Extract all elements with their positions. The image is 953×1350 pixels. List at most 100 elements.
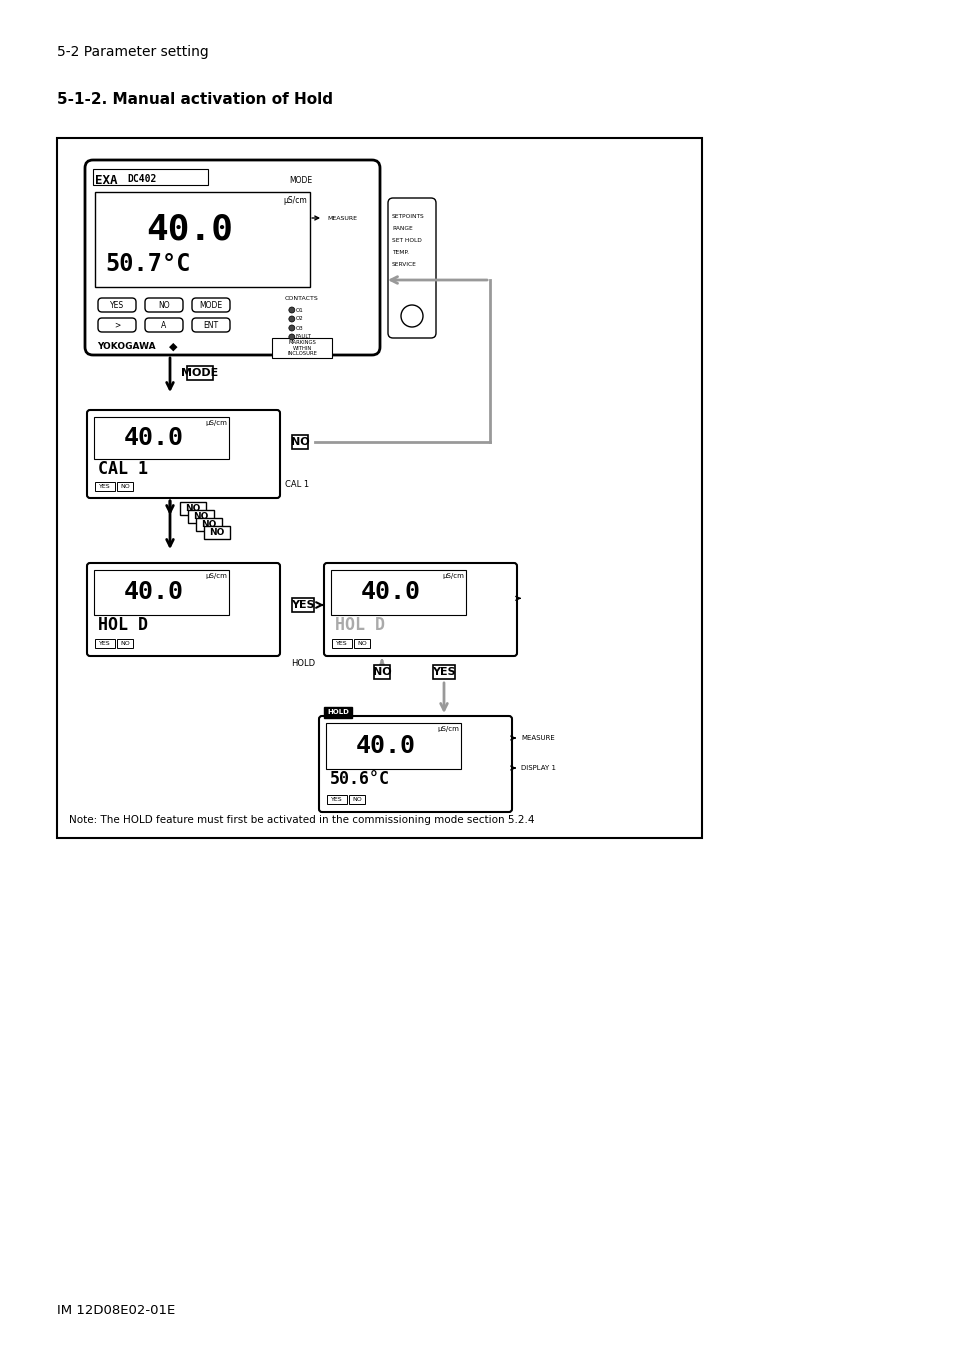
Text: HOLD: HOLD (291, 659, 314, 668)
Bar (292, 435, 308, 450)
Bar (204, 526, 230, 539)
Text: NO: NO (356, 641, 367, 647)
Text: μS/cm: μS/cm (205, 420, 227, 427)
Bar (94, 417, 229, 459)
Circle shape (400, 305, 422, 327)
Text: 40.0: 40.0 (123, 427, 183, 450)
Text: HOLD: HOLD (327, 710, 349, 716)
Text: MODE: MODE (199, 301, 222, 309)
Text: YES: YES (432, 667, 456, 676)
Bar (95, 639, 115, 648)
Bar (374, 664, 390, 679)
Text: SERVICE: SERVICE (392, 262, 416, 267)
Text: NO: NO (193, 512, 209, 521)
Text: Note: The HOLD feature must first be activated in the commissioning mode section: Note: The HOLD feature must first be act… (69, 815, 534, 825)
FancyBboxPatch shape (98, 298, 136, 312)
Text: HOL D: HOL D (335, 616, 385, 633)
Text: MEASURE: MEASURE (327, 216, 356, 220)
FancyBboxPatch shape (85, 161, 379, 355)
Bar (349, 795, 365, 805)
Text: >: > (113, 320, 120, 329)
Bar (57, 138, 701, 838)
Text: A: A (161, 320, 167, 329)
Bar (187, 366, 213, 381)
Bar (94, 570, 229, 614)
Text: O1: O1 (295, 308, 303, 312)
Text: ENT: ENT (203, 320, 218, 329)
Text: SET HOLD: SET HOLD (392, 238, 421, 243)
Text: O2: O2 (295, 316, 303, 321)
FancyBboxPatch shape (87, 563, 280, 656)
Text: NO: NO (201, 520, 216, 529)
Text: NO: NO (185, 504, 200, 513)
FancyBboxPatch shape (192, 298, 230, 312)
Text: YES: YES (335, 641, 348, 647)
Text: NO: NO (158, 301, 170, 309)
Circle shape (289, 333, 294, 340)
Text: NO: NO (120, 485, 130, 489)
Text: μS/cm: μS/cm (436, 726, 458, 732)
Text: DISPLAY 1: DISPLAY 1 (520, 765, 556, 771)
Bar (332, 639, 352, 648)
Text: MODE: MODE (181, 369, 218, 378)
Text: MEASURE: MEASURE (520, 734, 554, 741)
Bar (272, 338, 332, 358)
Text: YOKOGAWA: YOKOGAWA (97, 342, 155, 351)
Text: SETPOINTS: SETPOINTS (392, 215, 424, 219)
Text: μS/cm: μS/cm (205, 572, 227, 579)
Text: MODE: MODE (289, 176, 312, 185)
Text: DC402: DC402 (127, 174, 156, 184)
Text: 50.7°C: 50.7°C (105, 252, 191, 275)
Bar (324, 707, 352, 718)
Text: NO: NO (120, 641, 130, 647)
Text: 40.0: 40.0 (360, 580, 420, 605)
Text: 50.6°C: 50.6°C (330, 769, 390, 788)
Text: 5-1-2. Manual activation of Hold: 5-1-2. Manual activation of Hold (57, 93, 333, 108)
Bar (326, 724, 460, 769)
Text: 40.0: 40.0 (123, 580, 183, 605)
Text: HOL D: HOL D (98, 616, 148, 633)
Text: CONTACTS: CONTACTS (285, 296, 318, 301)
Circle shape (289, 325, 294, 331)
Text: CAL 1: CAL 1 (285, 481, 309, 489)
Text: YES: YES (331, 796, 342, 802)
Bar (95, 482, 115, 491)
FancyBboxPatch shape (192, 319, 230, 332)
Text: MARKINGS
WITHIN
INCLOSURE: MARKINGS WITHIN INCLOSURE (287, 340, 317, 356)
FancyBboxPatch shape (98, 319, 136, 332)
Circle shape (289, 316, 294, 323)
Text: μS/cm: μS/cm (283, 196, 307, 205)
FancyBboxPatch shape (87, 410, 280, 498)
Text: 40.0: 40.0 (355, 734, 415, 759)
Text: RANGE: RANGE (392, 225, 413, 231)
Bar (117, 639, 132, 648)
Bar (331, 570, 466, 614)
Bar (188, 510, 213, 522)
Bar (117, 482, 132, 491)
Bar (292, 598, 314, 612)
Bar (354, 639, 370, 648)
Bar (95, 192, 310, 288)
Text: CAL 1: CAL 1 (98, 460, 148, 478)
Bar (327, 795, 347, 805)
Text: IM 12D08E02-01E: IM 12D08E02-01E (57, 1304, 175, 1316)
Text: TEMP.: TEMP. (392, 250, 409, 255)
Text: YES: YES (99, 641, 111, 647)
Text: μS/cm: μS/cm (442, 572, 463, 579)
Text: YES: YES (99, 485, 111, 489)
Circle shape (289, 306, 294, 313)
Text: NO: NO (209, 528, 225, 537)
Text: 5-2 Parameter setting: 5-2 Parameter setting (57, 45, 209, 59)
Text: 40.0: 40.0 (146, 213, 233, 247)
FancyBboxPatch shape (145, 319, 183, 332)
Text: EXA: EXA (95, 174, 117, 188)
Text: ◆: ◆ (169, 342, 177, 352)
FancyBboxPatch shape (318, 716, 512, 811)
Text: NO: NO (373, 667, 391, 676)
Text: O3: O3 (295, 325, 303, 331)
Text: FAULT: FAULT (295, 335, 312, 339)
Text: YES: YES (291, 599, 314, 610)
FancyBboxPatch shape (388, 198, 436, 338)
Bar (180, 502, 206, 514)
FancyBboxPatch shape (324, 563, 517, 656)
